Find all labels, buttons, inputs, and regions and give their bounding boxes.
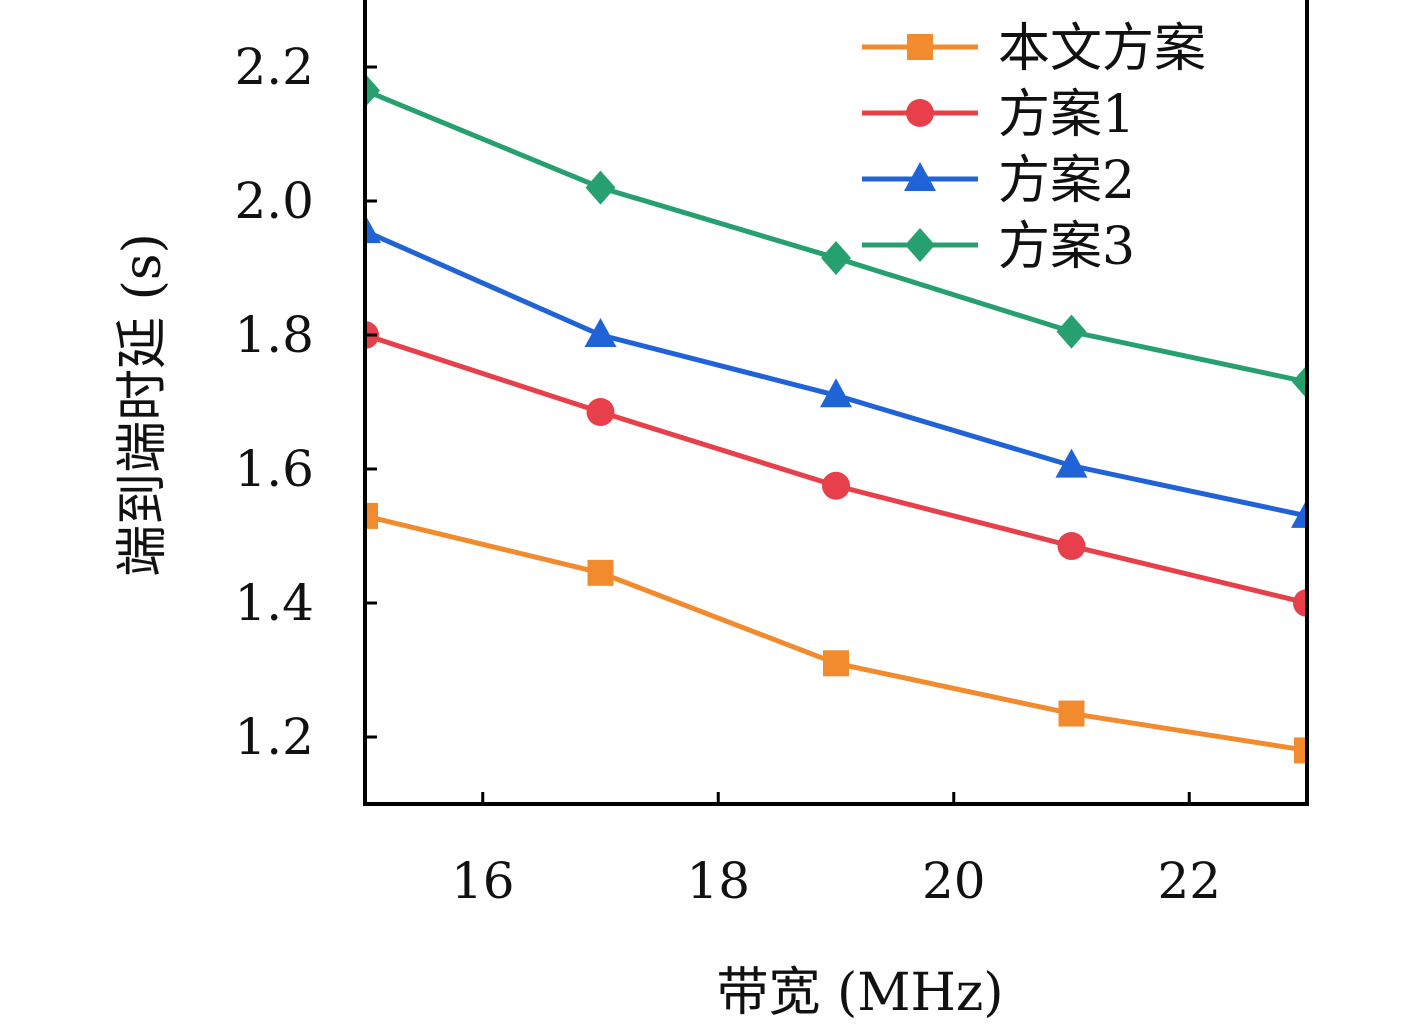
series-2 [365,321,1307,617]
y-tick-label: 1.4 [234,574,314,632]
data-point [1058,700,1085,727]
legend-marker [905,228,935,262]
series-layer [365,73,1307,764]
data-point [820,378,852,408]
series-4 [365,73,1307,399]
y-tick-label: 2.0 [234,172,314,230]
data-point [823,650,849,677]
x-axis-title: 带宽 (MHz) [716,963,1003,1023]
axis-layer: 16 18 20 22 1.2 1.4 1.6 1.8 2.0 2.2 [234,0,1309,910]
y-tick-label: 1.2 [234,708,314,766]
legend-marker [904,162,936,191]
data-point [365,214,381,244]
data-point [365,502,378,529]
series-line [365,513,1307,753]
legend-marker [906,99,934,127]
data-point [365,73,380,108]
legend-label: 方案3 [998,217,1135,277]
data-point [1057,532,1086,561]
x-tick-label: 20 [922,852,986,910]
series-1 [365,502,1307,764]
y-axis-title: 端到端时延 (s) [113,233,173,577]
y-tick-label: 1.8 [234,306,314,364]
x-tick-label: 18 [686,852,750,910]
plot-frame [363,0,1309,806]
data-point [584,318,617,347]
legend-item: 方案1 [862,85,1135,145]
legend-label: 方案2 [998,151,1135,211]
data-point [1056,314,1087,349]
data-point [1291,498,1307,528]
x-tick-label: 16 [451,852,515,910]
data-point [585,170,616,205]
series-line [365,332,1307,606]
legend-item: 方案2 [862,151,1135,211]
data-point [1292,364,1307,399]
data-point [1293,589,1307,617]
data-point [587,559,614,586]
legend-marker [907,34,933,60]
legend-label: 本文方案 [998,19,1206,79]
data-point [821,240,851,275]
x-tick-label: 22 [1157,852,1221,910]
series-line [365,88,1307,385]
y-tick-label: 2.2 [234,38,314,96]
data-point [1055,448,1088,478]
legend-item: 本文方案 [862,19,1206,79]
legend-label: 方案1 [998,85,1135,145]
y-tick-label: 1.6 [234,440,314,498]
data-point [1294,737,1307,764]
data-point [822,471,850,500]
legend-item: 方案3 [862,217,1135,277]
series-3 [365,214,1307,528]
data-point [586,398,615,427]
